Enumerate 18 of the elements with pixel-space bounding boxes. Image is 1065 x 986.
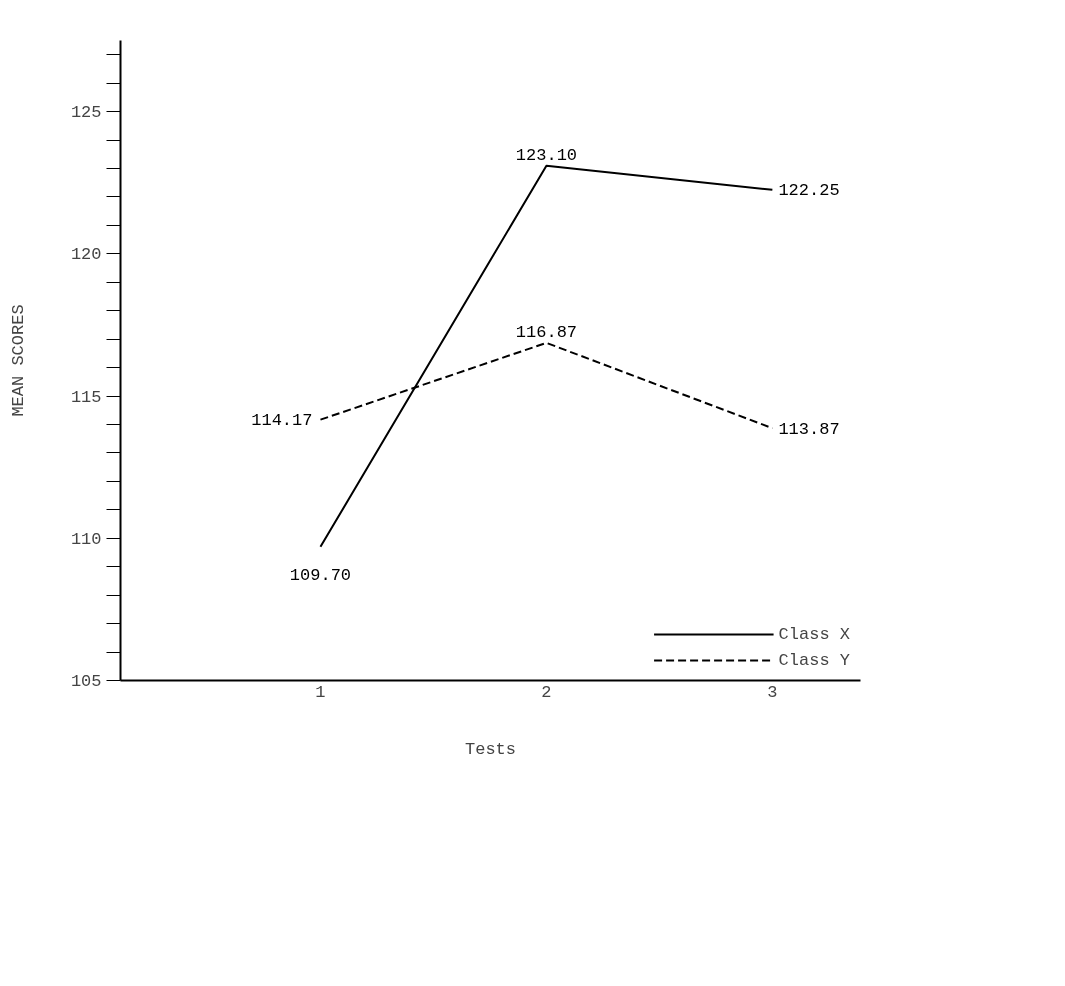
data-label: 109.70 [289, 565, 352, 585]
x-axis-title: Tests [465, 739, 517, 759]
y-tick-label: 120 [70, 245, 102, 265]
x-tick-label: 1 [315, 682, 326, 702]
y-axis-title: MEAN SCORES [8, 304, 28, 417]
y-tick-label: 105 [70, 672, 102, 691]
text: Class X [778, 624, 850, 644]
text: Class Y [778, 650, 850, 670]
y-tick-label: 115 [70, 387, 102, 407]
x-tick-label: 2 [541, 682, 552, 702]
y-tick-label: 110 [70, 529, 102, 549]
data-label: 114.17 [251, 411, 313, 431]
y-tick-label: 125 [70, 103, 102, 123]
data-label: 116.87 [515, 322, 578, 342]
x-tick-label: 3 [767, 682, 778, 702]
data-label: 123.10 [515, 145, 578, 165]
data-label: 113.87 [778, 419, 840, 439]
data-label: 122.25 [778, 181, 840, 201]
